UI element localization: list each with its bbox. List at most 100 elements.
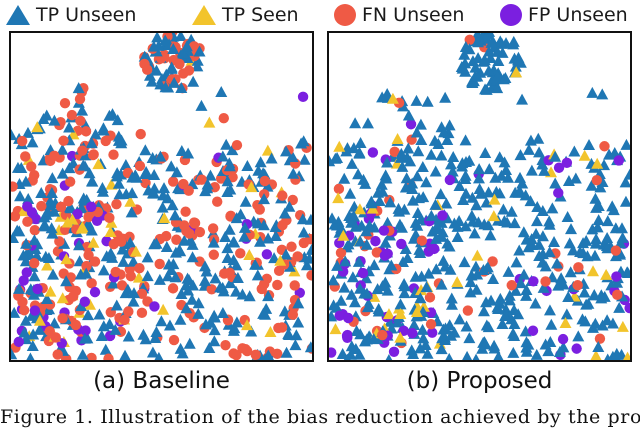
point-fn-unseen (83, 249, 94, 261)
point-fp-unseen (66, 150, 78, 162)
point-tp-unseen (329, 212, 339, 224)
point-tp-unseen (80, 267, 93, 279)
point-tp-unseen (297, 226, 310, 238)
point-fn-unseen (74, 93, 86, 105)
panel-caption-proposed: (b) Proposed (406, 368, 553, 394)
point-tp-seen (76, 221, 89, 233)
point-tp-unseen (38, 219, 51, 231)
point-fp-unseen (557, 333, 569, 345)
point-tp-seen (578, 149, 591, 161)
point-tp-unseen (479, 147, 492, 159)
point-tp-unseen (586, 321, 599, 333)
point-fp-unseen (32, 283, 43, 295)
point-tp-unseen (588, 249, 601, 261)
point-tp-unseen (361, 301, 374, 313)
point-tp-unseen (342, 238, 355, 250)
point-tp-unseen (459, 169, 472, 181)
point-tp-unseen (375, 178, 388, 190)
point-fn-unseen (220, 339, 231, 351)
point-tp-unseen (444, 263, 457, 275)
point-tp-unseen (615, 222, 628, 234)
point-tp-unseen (413, 243, 426, 255)
point-tp-seen (591, 157, 604, 169)
point-tp-unseen (18, 326, 31, 338)
point-tp-unseen (63, 121, 76, 133)
point-tp-unseen (304, 341, 312, 353)
point-fn-unseen (17, 135, 28, 147)
point-tp-unseen (601, 314, 614, 326)
point-tp-unseen (166, 199, 179, 211)
point-tp-unseen (417, 332, 430, 344)
point-tp-unseen (97, 185, 110, 197)
point-fp-unseen (429, 243, 440, 255)
point-tp-unseen (502, 265, 515, 277)
point-fp-unseen (21, 267, 32, 278)
point-tp-unseen (568, 145, 581, 157)
point-tp-unseen (117, 255, 130, 267)
point-tp-unseen (329, 152, 342, 164)
point-fn-unseen (189, 217, 201, 229)
point-tp-unseen (507, 346, 520, 358)
point-tp-unseen (199, 185, 212, 197)
figure-caption: Figure 1. Illustration of the bias reduc… (0, 406, 640, 428)
point-tp-seen (56, 292, 69, 304)
point-tp-unseen (464, 276, 477, 288)
point-tp-unseen (498, 156, 511, 168)
point-tp-unseen (415, 270, 428, 282)
point-fn-unseen (167, 283, 179, 294)
point-tp-seen (60, 253, 73, 265)
point-tp-unseen (508, 303, 521, 315)
point-tp-unseen (186, 293, 199, 305)
point-tp-unseen (416, 323, 429, 335)
point-tp-unseen (487, 273, 500, 285)
point-tp-seen (132, 271, 145, 283)
point-tp-unseen (472, 353, 480, 360)
point-tp-seen (261, 144, 274, 156)
point-tp-unseen (149, 332, 162, 344)
point-tp-unseen (371, 283, 384, 295)
point-fn-unseen (540, 276, 551, 287)
point-tp-unseen (525, 164, 538, 176)
point-tp-unseen (165, 160, 178, 172)
point-tp-seen (559, 316, 572, 328)
point-tp-unseen (73, 239, 86, 251)
point-tp-unseen (145, 75, 158, 87)
point-tp-unseen (329, 310, 338, 322)
point-fn-unseen (289, 280, 300, 291)
point-tp-unseen (446, 165, 459, 177)
point-fn-unseen (183, 185, 194, 196)
point-tp-unseen (357, 173, 370, 185)
point-fp-unseen (388, 346, 400, 358)
point-tp-unseen (409, 287, 422, 299)
point-tp-unseen (216, 150, 229, 162)
point-fn-unseen (599, 141, 610, 152)
point-tp-unseen (538, 164, 551, 176)
point-tp-unseen (97, 124, 110, 136)
point-tp-unseen (183, 337, 196, 349)
point-tp-unseen (109, 323, 122, 335)
point-tp-unseen (519, 325, 532, 337)
point-tp-unseen (278, 207, 291, 219)
point-tp-unseen (601, 231, 614, 243)
point-tp-unseen (347, 142, 360, 154)
point-tp-seen (203, 116, 216, 128)
point-tp-unseen (176, 347, 189, 359)
point-fn-unseen (259, 175, 271, 187)
point-tp-unseen (478, 54, 491, 66)
point-fp-unseen (367, 147, 379, 158)
legend-item-fn-unseen: FN Unseen (332, 3, 464, 27)
point-tp-unseen (169, 246, 182, 258)
point-tp-unseen (436, 226, 449, 238)
point-tp-unseen (187, 75, 200, 87)
point-tp-seen (415, 284, 428, 296)
point-tp-unseen (402, 142, 415, 154)
point-tp-unseen (11, 306, 21, 318)
point-tp-unseen (286, 151, 299, 163)
point-tp-unseen (100, 250, 113, 262)
point-tp-unseen (93, 308, 106, 320)
point-fp-unseen (426, 327, 438, 338)
point-tp-unseen (83, 167, 96, 179)
point-tp-seen (332, 192, 345, 204)
point-fn-unseen (100, 135, 111, 147)
point-tp-unseen (398, 203, 411, 215)
